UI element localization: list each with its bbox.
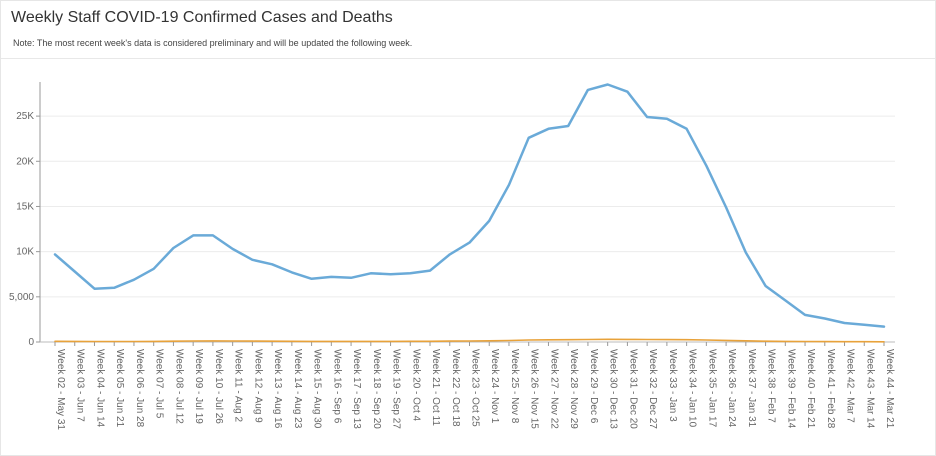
x-tick-label: Week 20 - Oct 4 [410, 349, 421, 422]
x-tick-label: Week 22 - Oct 18 [450, 349, 461, 427]
y-tick-label: 20K [16, 156, 34, 167]
y-tick-label: 25K [16, 111, 34, 122]
x-tick-label: Week 15 - Aug 30 [312, 349, 323, 429]
x-tick-label: Week 30 - Dec 13 [608, 349, 619, 429]
x-tick-label: Week 28 - Nov 29 [568, 349, 579, 429]
x-tick-label: Week 10 - Jul 26 [213, 349, 224, 424]
x-tick-label: Week 03 - Jun 7 [75, 349, 86, 422]
x-tick-label: Week 12 - Aug 9 [252, 349, 263, 423]
x-tick-label: Week 06 - Jun 28 [134, 349, 145, 428]
x-tick-label: Week 39 - Feb 14 [785, 349, 796, 429]
x-tick-label: Week 29 - Dec 6 [588, 349, 599, 424]
x-tick-label: Week 43 - Mar 14 [864, 349, 875, 429]
x-tick-label: Week 05 - Jun 21 [114, 349, 125, 428]
x-tick-label: Week 24 - Nov 1 [489, 349, 500, 424]
x-tick-label: Week 11 - Aug 2 [233, 349, 244, 422]
series-line-deaths [54, 338, 885, 343]
x-tick-label: Week 14 - Aug 23 [292, 349, 303, 429]
x-tick-label: Week 37 - Jan 31 [746, 349, 757, 428]
x-tick-label: Week 42 - Mar 7 [845, 349, 856, 423]
x-tick-label: Week 31 - Dec 20 [627, 349, 638, 429]
x-tick-label: Week 18 - Sep 20 [371, 349, 382, 429]
x-tick-label: Week 13 - Aug 16 [272, 349, 283, 429]
series-line-cases [53, 83, 886, 328]
y-tick-label: 0 [28, 337, 34, 348]
y-tick-label: 15K [16, 201, 34, 212]
chart-title: Weekly Staff COVID-19 Confirmed Cases an… [11, 9, 393, 26]
x-tick-label: Week 35 - Jan 17 [706, 349, 717, 428]
y-tick-label: 5,000 [9, 292, 34, 303]
x-tick-label: Week 32 - Dec 27 [647, 349, 658, 429]
chart-note: Note: The most recent week's data is con… [13, 38, 413, 48]
x-tick-label: Week 40 - Feb 21 [805, 349, 816, 429]
x-tick-label: Week 36 - Jan 24 [726, 349, 737, 428]
x-tick-label: Week 17 - Sep 13 [351, 349, 362, 429]
x-tick-label: Week 23 - Oct 25 [470, 349, 481, 427]
x-tick-label: Week 04 - Jun 14 [94, 349, 105, 428]
x-tick-label: Week 19 - Sep 27 [391, 349, 402, 429]
header-divider [1, 58, 935, 59]
x-tick-label: Week 08 - Jul 12 [173, 349, 184, 424]
x-tick-label: Week 26 - Nov 15 [529, 349, 540, 429]
x-tick-label: Week 21 - Oct 11 [430, 349, 441, 426]
x-tick-label: Week 41 - Feb 28 [825, 349, 836, 429]
x-tick-label: Week 16 - Sep 6 [331, 349, 342, 424]
x-tick-label: Week 33 - Jan 3 [667, 349, 678, 422]
x-tick-label: Week 07 - Jul 5 [154, 349, 165, 419]
x-tick-label: Week 25 - Nov 8 [509, 349, 520, 424]
x-tick-label: Week 44 - Mar 21 [884, 349, 895, 429]
x-tick-label: Week 34 - Jan 10 [687, 349, 698, 428]
x-tick-label: Week 02 - May 31 [55, 349, 66, 430]
x-tick-label: Week 27 - Nov 22 [548, 349, 559, 429]
x-tick-label: Week 09 - Jul 19 [193, 349, 204, 424]
y-tick-label: 10K [16, 247, 34, 258]
x-tick-label: Week 38 - Feb 7 [766, 349, 777, 423]
